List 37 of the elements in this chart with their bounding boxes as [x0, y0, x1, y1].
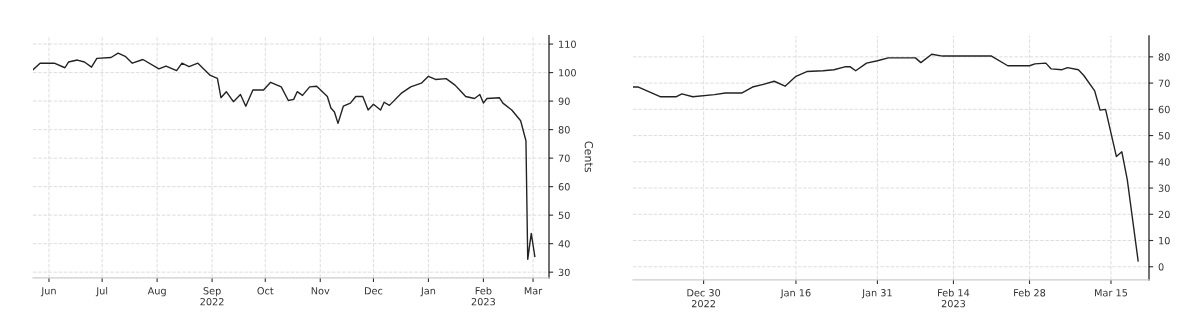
y-tick-label: 80	[1158, 53, 1170, 61]
y-tick-label: 0	[1158, 263, 1164, 271]
x-tick-label: Oct	[257, 287, 274, 295]
x-tick-label: Sep 2022	[200, 287, 224, 306]
x-tick-label: Mar	[524, 287, 543, 295]
y-tick-label: 110	[559, 40, 576, 48]
y-tick-label: 80	[558, 126, 570, 134]
y-axis-title: Cents	[584, 141, 594, 173]
x-tick-label: Jan	[420, 287, 436, 297]
x-tick-label: Jan 31	[861, 289, 892, 299]
y-tick-label: 50	[1158, 132, 1170, 140]
y-tick-label: 100	[559, 69, 576, 77]
x-tick-label: Nov	[311, 287, 330, 295]
y-tick-label: 10	[1159, 237, 1170, 245]
x-tick-label: Mar 15	[1095, 289, 1128, 297]
x-tick-label: Jul	[95, 286, 108, 297]
y-tick-label: 30	[1158, 184, 1170, 192]
line-series	[633, 53, 1139, 262]
line-series	[33, 52, 536, 261]
x-tick-label: Dec 30 2022	[687, 289, 721, 308]
y-tick-label: 50	[558, 211, 570, 219]
y-tick-label: 60	[558, 183, 570, 191]
y-tick-label: 40	[1158, 158, 1170, 166]
y-tick-label: 90	[558, 97, 570, 105]
x-tick-label: Jan 16	[780, 289, 811, 299]
y-tick-label: 60	[1158, 105, 1170, 114]
x-tick-label: Jun	[40, 287, 56, 297]
x-tick-label: Aug	[147, 287, 166, 297]
y-tick-label: 70	[1158, 79, 1170, 87]
x-tick-label: Dec	[365, 287, 383, 295]
x-tick-label: Feb 2023	[471, 286, 495, 306]
x-tick-label: Feb 14 2023	[938, 288, 970, 308]
y-tick-label: 70	[558, 154, 570, 162]
y-tick-label: 20	[1158, 210, 1170, 219]
y-tick-label: 30	[558, 268, 570, 277]
x-tick-label: Feb 28	[1014, 288, 1046, 297]
y-tick-label: 40	[558, 240, 570, 248]
